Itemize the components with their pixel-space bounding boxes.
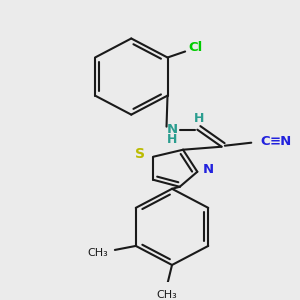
Text: Cl: Cl <box>188 41 203 54</box>
Text: CH₃: CH₃ <box>88 248 108 258</box>
Text: H: H <box>167 133 177 146</box>
Text: S: S <box>135 147 145 161</box>
Text: H: H <box>194 112 205 125</box>
Text: C: C <box>260 135 270 148</box>
Text: ≡N: ≡N <box>270 135 292 148</box>
Text: N: N <box>167 123 178 136</box>
Text: CH₃: CH₃ <box>156 290 177 300</box>
Text: N: N <box>203 163 214 176</box>
